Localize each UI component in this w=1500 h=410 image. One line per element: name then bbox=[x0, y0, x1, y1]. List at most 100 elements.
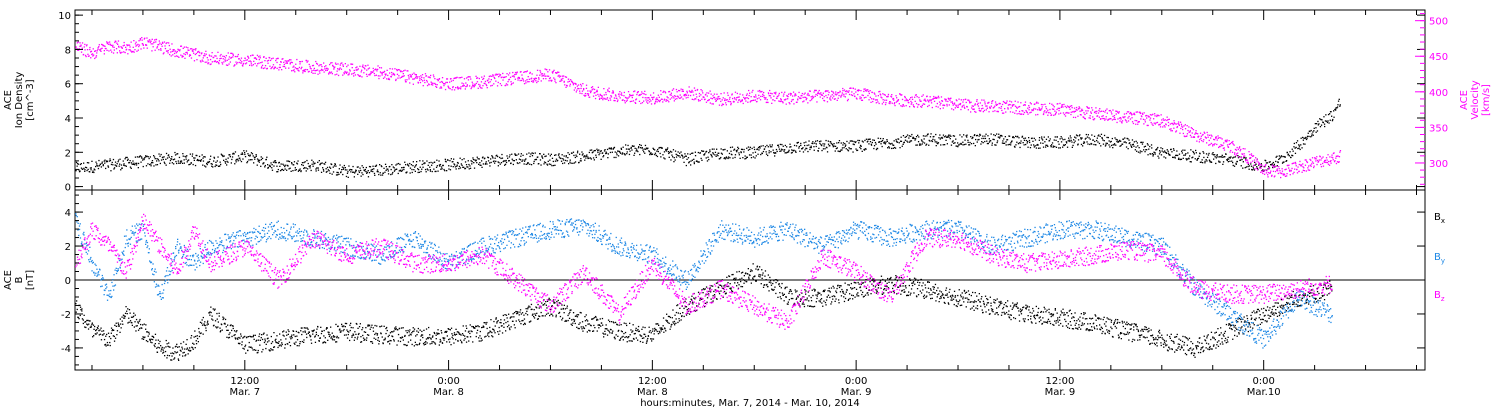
velocity-series-point bbox=[1029, 102, 1031, 104]
density-series-point bbox=[609, 151, 612, 154]
velocity-series-point bbox=[466, 84, 468, 86]
density-series-point bbox=[77, 163, 79, 165]
velocity-series-point bbox=[967, 109, 969, 111]
density-series-point bbox=[1228, 158, 1230, 160]
velocity-series-point bbox=[1042, 104, 1044, 106]
bx-series-point bbox=[93, 335, 95, 337]
density-series-point bbox=[1280, 155, 1283, 157]
velocity-series-point bbox=[956, 100, 958, 102]
velocity-series-point bbox=[659, 100, 661, 103]
velocity-series-point bbox=[410, 76, 413, 78]
density-series-point bbox=[439, 163, 442, 166]
density-series-point bbox=[620, 147, 622, 149]
velocity-series-point bbox=[572, 84, 575, 86]
velocity-series-point bbox=[527, 81, 529, 83]
velocity-series-point bbox=[1232, 143, 1234, 145]
velocity-series-point bbox=[501, 76, 503, 78]
velocity-series-point bbox=[863, 97, 865, 99]
density-series-point bbox=[1008, 143, 1010, 146]
density-series-point bbox=[577, 150, 579, 152]
velocity-series-point bbox=[1003, 101, 1006, 104]
density-series-point bbox=[336, 171, 338, 174]
velocity-series-point bbox=[500, 84, 503, 87]
density-series-point bbox=[1030, 144, 1032, 146]
density-series-point bbox=[1038, 139, 1040, 141]
velocity-series-point bbox=[643, 100, 645, 102]
density-series-point bbox=[555, 154, 557, 156]
velocity-series-point bbox=[908, 102, 910, 104]
velocity-series-point bbox=[1079, 110, 1081, 112]
density-series-point bbox=[1295, 146, 1297, 149]
velocity-series-point bbox=[179, 49, 181, 51]
density-series-point bbox=[926, 143, 928, 145]
velocity-series-point bbox=[842, 90, 844, 92]
density-series-point bbox=[1199, 153, 1201, 155]
velocity-series-point bbox=[886, 96, 888, 98]
density-series-point bbox=[429, 169, 431, 171]
density-series-point bbox=[434, 170, 436, 173]
velocity-series-point bbox=[635, 98, 638, 100]
density-series-point bbox=[340, 171, 342, 173]
density-series-point bbox=[352, 165, 354, 168]
density-series-point bbox=[1170, 148, 1172, 150]
density-series-point bbox=[274, 161, 276, 164]
velocity-series-point bbox=[988, 101, 990, 104]
density-series-point bbox=[929, 140, 931, 142]
density-series-point bbox=[1252, 168, 1255, 170]
density-series-point bbox=[520, 155, 522, 157]
density-series-point bbox=[775, 148, 778, 151]
density-series-point bbox=[543, 161, 546, 163]
velocity-series-point bbox=[833, 95, 835, 97]
velocity-series-point bbox=[480, 81, 483, 83]
density-series-point bbox=[848, 147, 850, 149]
density-series-point bbox=[873, 139, 875, 141]
velocity-series-point bbox=[256, 54, 259, 56]
density-series-point bbox=[685, 155, 687, 157]
velocity-series-point bbox=[253, 57, 256, 59]
density-series-point bbox=[760, 145, 762, 147]
density-series-point bbox=[133, 162, 135, 164]
density-series-point bbox=[760, 153, 762, 156]
velocity-series-point bbox=[1238, 147, 1240, 149]
density-series-point bbox=[1165, 157, 1167, 159]
velocity-series-point bbox=[1080, 114, 1082, 116]
density-series-point bbox=[693, 162, 695, 165]
density-series-point bbox=[501, 153, 503, 156]
velocity-series-point bbox=[224, 59, 226, 61]
velocity-series-point bbox=[739, 93, 741, 95]
velocity-series-point bbox=[766, 99, 768, 101]
density-series-point bbox=[1253, 169, 1256, 171]
density-series-point bbox=[1215, 157, 1217, 159]
velocity-series-point bbox=[985, 109, 987, 111]
velocity-series-point bbox=[1065, 112, 1067, 114]
density-series-point bbox=[290, 170, 292, 172]
density-series-point bbox=[589, 157, 592, 159]
velocity-series-point bbox=[289, 62, 291, 64]
density-series-point bbox=[113, 168, 115, 170]
density-series-point bbox=[1135, 140, 1137, 142]
velocity-series-point bbox=[1171, 130, 1173, 132]
density-series-point bbox=[361, 165, 363, 167]
density-series-point bbox=[669, 151, 671, 154]
velocity-series-point bbox=[229, 61, 231, 63]
velocity-series-point bbox=[235, 61, 237, 63]
velocity-series-point bbox=[595, 91, 598, 93]
density-series-point bbox=[159, 162, 161, 165]
velocity-series-point bbox=[983, 99, 985, 101]
density-series-point bbox=[1229, 160, 1231, 162]
density-series-point bbox=[505, 159, 507, 162]
velocity-series-point bbox=[539, 74, 541, 76]
density-series-point bbox=[890, 143, 892, 145]
velocity-series-point bbox=[1272, 170, 1275, 172]
velocity-series-point bbox=[129, 49, 131, 51]
velocity-series-point bbox=[399, 71, 402, 73]
velocity-series-point bbox=[1060, 112, 1062, 114]
velocity-series-point bbox=[974, 110, 976, 113]
velocity-series-point bbox=[592, 88, 594, 90]
density-series-point bbox=[821, 149, 823, 152]
density-series-point bbox=[1254, 164, 1256, 166]
density-series-point bbox=[361, 172, 363, 174]
density-series-point bbox=[1225, 153, 1227, 155]
density-series-point bbox=[337, 171, 339, 174]
density-series-point bbox=[305, 170, 307, 172]
